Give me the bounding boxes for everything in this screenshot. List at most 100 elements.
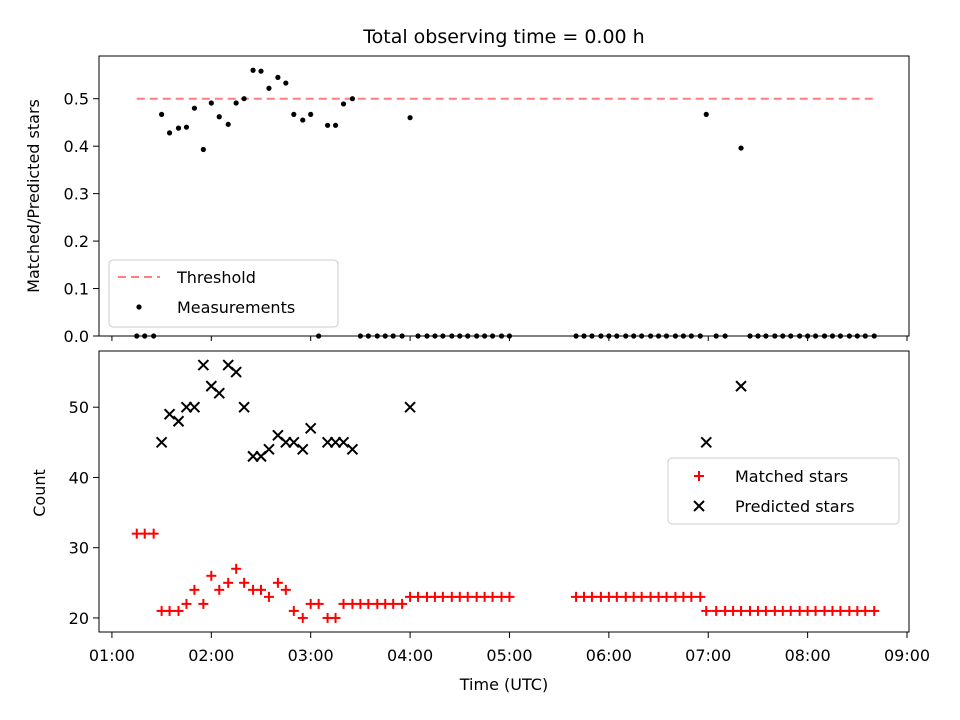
matched-star-point — [462, 591, 473, 602]
predicted-star-point — [337, 436, 350, 449]
legend-label-threshold: Threshold — [176, 268, 256, 287]
count-y-tick-label: 30 — [69, 539, 89, 558]
measurement-point — [703, 111, 709, 117]
measurement-point — [191, 105, 198, 111]
measurements-legend-marker — [136, 304, 142, 310]
matched-star-point — [437, 591, 448, 602]
matched-star-point — [231, 563, 242, 574]
count-legend: Matched stars Predicted stars — [667, 457, 900, 525]
predicted-star-point — [163, 408, 176, 420]
measurement-point — [340, 101, 347, 107]
matched-star-point — [139, 528, 150, 539]
predicted-star-point — [297, 443, 309, 456]
measurement-point — [225, 121, 231, 127]
ratio-legend-box — [108, 259, 339, 328]
measurement-point — [175, 125, 182, 131]
matched-star-point — [148, 528, 159, 539]
matched-star-point — [701, 605, 712, 616]
matched-star-point — [223, 577, 234, 588]
matched-star-point — [810, 605, 821, 616]
ratio-y-tick-label: 0.5 — [64, 90, 89, 109]
count-panel: Count Time (UTC) 20 30 40 50 01:00 02:00 03:00… — [30, 350, 930, 694]
matched-star-point — [338, 598, 349, 609]
ratio-y-axis-label: Matched/Predicted stars — [24, 99, 43, 293]
count-plot-area — [131, 359, 880, 623]
matched-star-point — [760, 605, 771, 616]
predicted-star-point — [197, 359, 210, 371]
predicted-star-point — [346, 443, 359, 456]
measurement-point — [216, 114, 222, 120]
matched-star-point — [280, 584, 291, 595]
x-tick-label: 04:00 — [387, 646, 433, 665]
legend-label-measurements: Measurements — [177, 298, 295, 317]
measurement-point — [233, 100, 239, 106]
x-axis-label: Time (UTC) — [459, 675, 548, 694]
measurement-point — [258, 68, 264, 74]
chart-title: Total observing time = 0.00 h — [362, 26, 644, 48]
ratio-y-tick-label: 0.1 — [64, 280, 89, 299]
legend-label-predicted: Predicted stars — [735, 497, 855, 516]
count-axis-ticks: 20 30 40 50 01:00 02:00 03:00 04:00 05:00 06:00 07… — [69, 398, 930, 665]
measurement-point — [208, 100, 214, 106]
measurement-point — [183, 124, 190, 130]
ratio-legend: Threshold Measurements — [108, 259, 339, 328]
ratio-y-tick-label: 0.3 — [64, 185, 89, 204]
count-y-axis-label: Count — [30, 469, 49, 517]
matched-star-point — [388, 598, 399, 609]
matched-star-point — [711, 605, 722, 616]
measurement-point — [291, 111, 297, 117]
count-axes-frame — [98, 350, 910, 633]
matched-star-point — [835, 605, 846, 616]
predicted-star-point — [172, 415, 185, 427]
measurement-point — [275, 74, 281, 80]
matched-star-point — [736, 605, 747, 616]
count-y-tick-label: 20 — [69, 609, 89, 628]
ratio-y-tick-label: 0.2 — [64, 232, 89, 251]
predicted-stars-legend-glyph — [693, 500, 705, 512]
x-tick-label: 09:00 — [884, 646, 930, 665]
predicted-star-point — [735, 380, 747, 392]
measurement-point — [407, 115, 413, 121]
predicted-stars-legend-marker — [693, 500, 705, 512]
x-tick-label: 01:00 — [89, 646, 135, 665]
predicted-star-point — [188, 401, 201, 413]
count-y-tick-label: 40 — [69, 468, 89, 487]
measurement-point — [200, 146, 206, 153]
measurement-point — [332, 122, 339, 128]
measurement-point — [159, 111, 165, 117]
matched-stars-legend-glyph — [694, 471, 704, 481]
predicted-star-point — [230, 366, 242, 378]
matched-star-point — [297, 612, 308, 623]
x-tick-label: 07:00 — [685, 646, 731, 665]
ratio-panel: Total observing time = 0.00 h Matched/Pr… — [24, 26, 910, 346]
ratio-y-tick-label: 0.4 — [64, 137, 89, 156]
measurement-point — [266, 85, 272, 91]
matched-star-point — [869, 605, 880, 616]
matched-star-point — [288, 605, 299, 616]
x-tick-label: 02:00 — [188, 646, 234, 665]
measurement-point — [308, 111, 314, 117]
matched-star-point — [487, 591, 498, 602]
x-tick-label: 05:00 — [486, 646, 532, 665]
x-tick-label: 08:00 — [785, 646, 831, 665]
predicted-star-point — [700, 436, 712, 449]
matched-star-point — [785, 605, 796, 616]
matched-star-point — [504, 591, 515, 602]
legend-label-matched: Matched stars — [735, 467, 848, 486]
matched-star-point — [239, 577, 250, 588]
matched-star-point — [181, 598, 192, 609]
x-tick-label: 06:00 — [586, 646, 632, 665]
predicted-star-point — [213, 387, 225, 399]
ratio-axes-frame — [98, 55, 910, 337]
measurement-point — [241, 96, 247, 102]
matched-star-point — [860, 605, 871, 616]
measurement-point — [300, 117, 306, 123]
measurement-point — [324, 122, 331, 128]
matched-star-point — [164, 605, 175, 616]
measurement-point — [283, 80, 289, 86]
x-tick-label: 03:00 — [288, 646, 334, 665]
measurement-point — [738, 145, 744, 151]
ratio-y-tick-label: 0.0 — [64, 327, 89, 346]
ratio-axis-ticks: 0.0 0.1 0.2 0.3 0.4 0.5 — [64, 90, 908, 346]
